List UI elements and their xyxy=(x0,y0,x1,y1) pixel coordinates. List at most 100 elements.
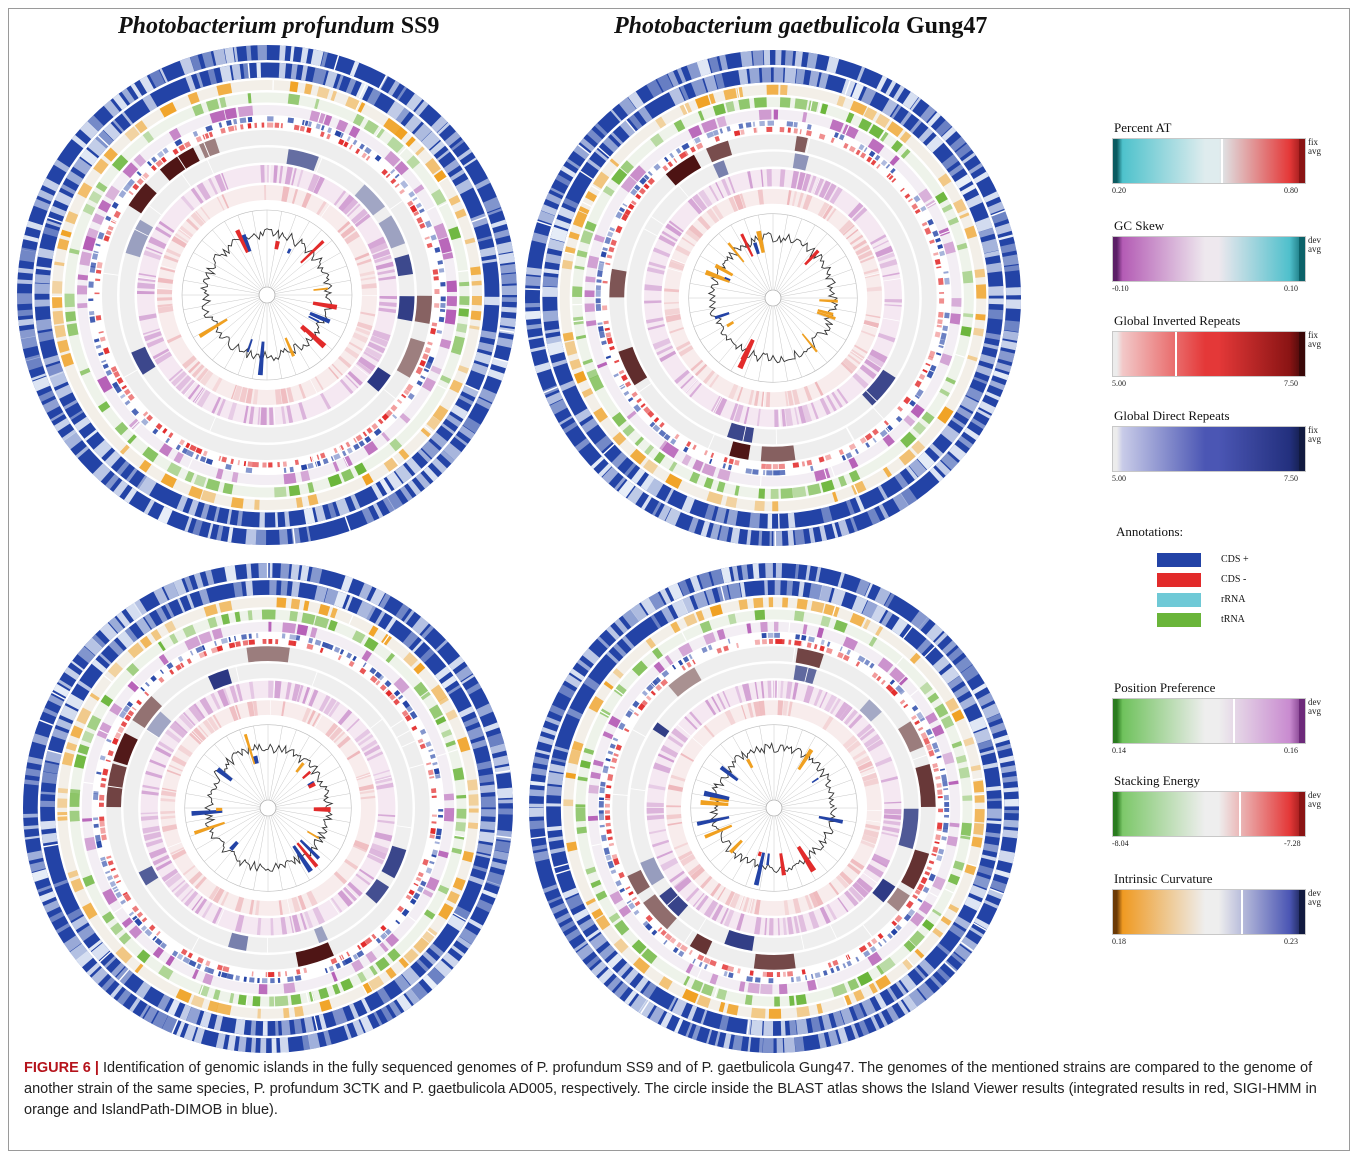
ring-blast-outer-gap xyxy=(171,1019,179,1034)
ring-intrinsic-curvature-mark xyxy=(569,358,582,371)
ring-cds-plus-mark xyxy=(409,898,417,905)
ring-cds-minus-gap xyxy=(111,869,117,873)
ring-blast-second-mark xyxy=(99,653,112,665)
island-viewer-spoke xyxy=(780,299,857,313)
island-bar xyxy=(286,248,292,254)
ring-cds-minus-mark xyxy=(740,129,745,135)
ring-gc-skew-mark xyxy=(736,913,745,931)
ring-stacking-energy-mark xyxy=(585,866,597,875)
ring-percent-at-mark xyxy=(784,391,789,407)
ring-percent-at-mark xyxy=(198,725,209,738)
ring-gc-skew-mark xyxy=(824,694,838,713)
ring-blast-second-mark xyxy=(845,499,855,516)
ring-blast-outer-mark xyxy=(494,840,511,853)
ring-intrinsic-curvature-mark xyxy=(909,652,921,664)
ring-stacking-energy-mark xyxy=(831,983,848,998)
ring-direct-repeats-gap xyxy=(612,793,628,796)
ring-intrinsic-curvature-mark xyxy=(975,284,987,299)
ring-percent-at-mark xyxy=(212,887,225,904)
ring-percent-at-mark xyxy=(804,894,813,910)
ring-blast-outer-mark xyxy=(529,820,545,830)
ring-stacking-energy-mark xyxy=(375,956,390,972)
ring-blast-outer-mark xyxy=(396,994,413,1012)
ring-percent-at-mark xyxy=(728,383,739,400)
ring-intrinsic-curvature-mark xyxy=(127,642,144,659)
ring-percent-at-mark xyxy=(311,712,321,727)
ring-blast-second-mark xyxy=(679,85,690,101)
ring-position-preference-mark xyxy=(592,759,604,767)
island-viewer-spoke xyxy=(270,221,310,289)
ring-blast-outer-mark xyxy=(763,50,771,66)
ring-stacking-energy-gap xyxy=(311,991,315,1002)
ring-blast-second-mark xyxy=(434,666,451,681)
island-viewer-spoke xyxy=(779,301,847,341)
ring-blast-outer-gap xyxy=(378,75,388,89)
ring-position-preference-mark xyxy=(867,951,883,966)
ring-percent-at-mark xyxy=(191,364,205,378)
ring-blast-second-mark xyxy=(360,998,371,1014)
ring-stacking-energy-mark xyxy=(458,308,470,317)
ring-percent-at-mark xyxy=(855,755,871,767)
ring-blast-outer-mark xyxy=(485,880,501,888)
ring-intrinsic-curvature-mark xyxy=(134,963,144,974)
ring-gc-skew-mark xyxy=(143,831,162,841)
ring-blast-outer-mark xyxy=(758,1037,764,1053)
ring-cds-minus-gap xyxy=(141,175,147,180)
ring-cds-minus-mark xyxy=(107,225,114,231)
ring-cds-plus-mark xyxy=(425,867,433,874)
ring-cds-minus-mark xyxy=(939,292,945,294)
ring-cds-plus-mark xyxy=(112,381,119,389)
ring-gc-skew-mark xyxy=(372,329,391,342)
ring-inverted-repeats-mark xyxy=(712,160,729,179)
ring-gc-skew-mark xyxy=(848,713,863,729)
ring-cds-plus-mark xyxy=(761,632,767,639)
ring-blast-outer-mark xyxy=(152,1010,169,1029)
ring-intrinsic-curvature-mark xyxy=(216,83,233,96)
ring-blast-outer-mark xyxy=(775,50,782,66)
ring-position-preference-mark xyxy=(829,119,844,133)
ring-blast-second-mark xyxy=(293,1018,303,1035)
ring-position-preference-mark xyxy=(215,468,224,480)
ring-gc-skew-mark xyxy=(669,870,685,883)
ring-cds-plus-mark xyxy=(627,397,634,403)
ring-blast-outer-mark xyxy=(70,660,85,672)
ring-blast-outer-mark xyxy=(948,444,967,461)
ring-cds-plus-mark xyxy=(916,711,924,720)
ring-percent-at-mark xyxy=(817,201,830,218)
ring-cds-minus-mark xyxy=(870,159,877,166)
caption-figure-label: FIGURE 6 | xyxy=(24,1060,99,1076)
ring-cds-plus-mark xyxy=(936,755,942,759)
ring-blast-second-mark xyxy=(690,78,707,97)
ring-intrinsic-curvature-mark xyxy=(471,280,482,286)
ring-cds-minus-mark xyxy=(296,969,301,975)
ring-blast-second-mark xyxy=(250,1020,257,1036)
ring-gc-skew-gap xyxy=(273,407,276,425)
ring-blast-outer-mark xyxy=(558,684,576,699)
ring-cds-minus-mark xyxy=(357,944,362,951)
ring-position-preference-mark xyxy=(709,973,719,985)
ring-percent-at-mark xyxy=(356,321,373,331)
ring-gc-skew-gap xyxy=(345,886,358,899)
ring-percent-at-mark xyxy=(670,259,685,266)
ring-cds-plus-mark xyxy=(320,125,325,131)
ring-cds-plus-mark xyxy=(605,758,611,762)
island-bar xyxy=(229,840,239,851)
ring-blast-second-mark xyxy=(550,226,568,243)
ring-intrinsic-curvature-mark xyxy=(430,684,447,702)
ring-gc-skew-mark xyxy=(801,404,812,423)
island-bar xyxy=(704,269,731,283)
ring-gc-skew-mark xyxy=(296,169,304,188)
ring-intrinsic-curvature-mark xyxy=(385,967,397,979)
annotation-label: CDS - xyxy=(1221,574,1247,585)
ring-cds-plus-mark xyxy=(201,645,206,651)
ring-percent-at-mark xyxy=(235,704,242,720)
ring-gc-skew-mark xyxy=(169,722,187,738)
ring-blast-second-mark xyxy=(481,258,498,264)
ring-blast-second-mark xyxy=(640,474,655,491)
ring-cds-plus-mark xyxy=(440,302,446,309)
ring-gc-skew-mark xyxy=(667,735,684,748)
ring-blast-second-mark xyxy=(578,918,596,932)
ring-blast-outer-mark xyxy=(31,869,49,882)
ring-blast-outer-mark xyxy=(949,136,966,152)
ring-blast-second-mark xyxy=(157,994,171,1011)
